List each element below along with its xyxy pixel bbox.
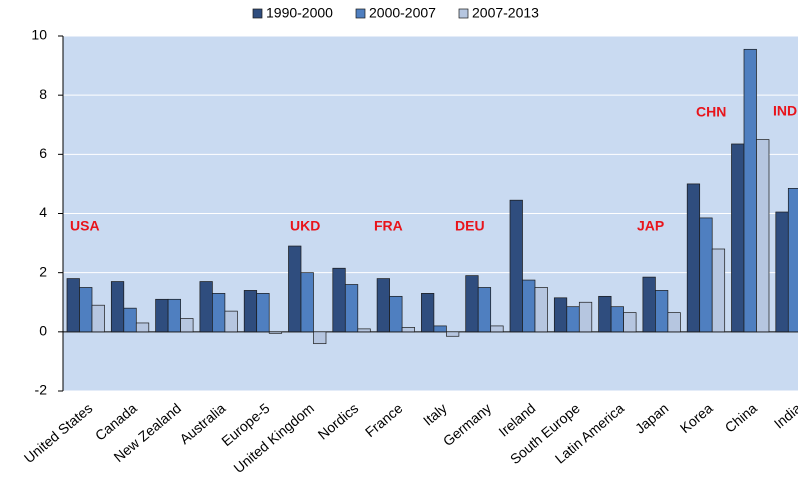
bar [91, 304, 105, 333]
bar [66, 278, 80, 333]
annotation: DEU [455, 218, 485, 234]
bar [623, 312, 637, 333]
bar [167, 298, 181, 333]
x-tick-label: United States [21, 400, 96, 466]
bar [787, 188, 798, 333]
bar [300, 272, 314, 333]
bar [534, 287, 548, 333]
bar [756, 139, 770, 333]
bar [655, 290, 669, 333]
legend-swatch [252, 8, 263, 19]
bar [477, 287, 492, 333]
legend-swatch [458, 8, 469, 19]
bar [344, 284, 359, 333]
bar [686, 183, 701, 333]
x-tick-label: Germany [440, 400, 494, 449]
bar [553, 297, 568, 333]
y-tick-label: 0 [39, 323, 47, 339]
bar [509, 199, 523, 333]
x-tick-label: Nordics [315, 400, 362, 443]
legend-swatch [355, 8, 366, 19]
bar [243, 290, 258, 333]
bar [711, 248, 726, 333]
bar [313, 331, 327, 345]
bar [155, 298, 169, 333]
bar [224, 310, 238, 333]
bar [421, 293, 435, 333]
x-tick-label: India [771, 400, 798, 432]
bar [180, 318, 194, 333]
bar [389, 295, 403, 333]
bar [446, 331, 460, 337]
y-tick-label: -2 [35, 382, 48, 398]
y-tick-label: 10 [31, 27, 47, 43]
bar [667, 312, 681, 333]
annotation: FRA [374, 218, 403, 234]
bar [199, 281, 213, 333]
annotation: USA [70, 218, 100, 234]
bar [433, 325, 447, 333]
bar [490, 325, 504, 333]
annotation: IND [773, 103, 797, 119]
bar [578, 301, 593, 333]
x-tick-label: United Kingdom [230, 400, 317, 476]
bar [332, 267, 346, 333]
annotation: JAP [637, 218, 664, 234]
bar [522, 279, 536, 333]
legend-label: 1990-2000 [266, 5, 333, 21]
x-tick-label: Italy [420, 400, 450, 429]
bar [642, 276, 656, 333]
bar [135, 322, 150, 333]
bar [79, 287, 93, 333]
bar [376, 278, 390, 333]
bar [123, 307, 137, 333]
bar [401, 327, 415, 333]
bar [775, 211, 789, 333]
bar [212, 293, 226, 333]
x-tick-label: Korea [677, 400, 716, 436]
y-tick-label: 2 [39, 263, 47, 279]
x-tick-label: China [722, 400, 760, 436]
bar [699, 217, 713, 333]
annotation: UKD [290, 218, 320, 234]
legend-label: 2000-2007 [369, 5, 436, 21]
bar [566, 306, 580, 333]
bar [357, 328, 371, 333]
bar [598, 295, 612, 333]
bar [731, 143, 745, 333]
bar [610, 306, 624, 333]
legend-label: 2007-2013 [472, 5, 539, 21]
x-tick-label: France [362, 400, 406, 440]
y-tick-label: 6 [39, 145, 47, 161]
bar [268, 331, 283, 334]
y-tick-label: 8 [39, 86, 47, 102]
annotation: CHN [696, 104, 726, 120]
bar [256, 293, 270, 333]
bar [288, 245, 302, 333]
x-tick-label: Japan [632, 400, 672, 437]
bar [743, 48, 757, 333]
bar [465, 275, 479, 333]
bar [110, 281, 125, 333]
y-tick-label: 4 [39, 204, 47, 220]
